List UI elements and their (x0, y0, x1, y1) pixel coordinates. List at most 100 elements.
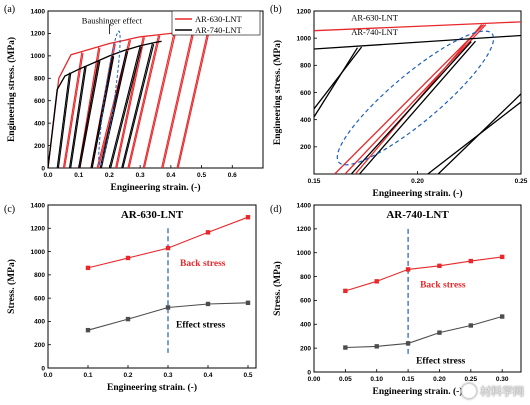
series-back-stress: Back stress (343, 254, 505, 294)
data-layer (314, 21, 521, 174)
panel-letter: (c) (4, 204, 15, 215)
x-tick-label: 0.10 (370, 376, 383, 383)
y-axis-label: Stress. (MPa) (272, 261, 283, 316)
y-axis-label: Stress. (MPa) (6, 259, 17, 314)
y-tick-label: 1000 (31, 249, 46, 256)
y-tick-label: 0 (41, 365, 45, 372)
cycle-unload-line (121, 43, 153, 169)
annotation-text: Baushinger effect (82, 15, 143, 25)
cycle-reload-line (64, 53, 84, 169)
x-tick-label: 0.2 (123, 372, 132, 379)
series-label: Effect stress (416, 356, 465, 366)
y-tick-label: 200 (300, 345, 311, 352)
panel-b: (b) 0.15 0.20 0.25 200 400 600 800 1000 1200 Engin… (270, 4, 528, 199)
series-line-ar-740-lnt (427, 101, 521, 174)
data-point (374, 279, 379, 284)
cycle-unload-line (56, 72, 71, 169)
y-tick-label: 0 (41, 165, 45, 172)
plot-frame (47, 204, 257, 369)
panel-letter: (a) (4, 4, 15, 15)
y-tick-label: 800 (34, 272, 45, 279)
x-tick-label: 0.1 (74, 172, 83, 179)
y-tick-label: 600 (34, 98, 45, 105)
x-tick-label: 0.4 (203, 372, 212, 379)
y-tick-label: 1000 (297, 250, 312, 257)
panel-letter: (d) (270, 204, 282, 215)
cycle-reload-line (57, 73, 72, 169)
series-effect-stress: Effect stress (85, 300, 251, 333)
x-tick-label: 0.2 (105, 172, 114, 179)
y-tick-label: 1400 (31, 202, 46, 209)
y-tick-label: 1400 (297, 202, 312, 209)
x-tick-label: 0.30 (496, 376, 509, 383)
cycle-reload-line (177, 32, 210, 169)
cycle-reload-line (70, 66, 87, 169)
series-back-stress: Back stress (85, 215, 251, 271)
y-axis-label: Engineering stress. (MPa) (6, 37, 17, 142)
x-axis-label: Engineering strain. (-) (107, 382, 197, 393)
data-point (405, 267, 411, 272)
y-axis-label: Engineering stress. (MPa) (272, 40, 283, 145)
x-tick-label: 0.0 (43, 372, 52, 379)
data-point (125, 255, 131, 261)
y-tick-label: 200 (34, 143, 45, 150)
y-tick-label: 1400 (31, 8, 46, 15)
x-tick-label: 0.25 (515, 178, 528, 185)
legend-label: AR-740-LNT (195, 25, 243, 35)
data-point (468, 323, 474, 328)
cycle-unload-line (142, 33, 175, 169)
series-line-ar-740-lnt (314, 34, 521, 50)
watermark-text: 材料学网 (480, 385, 524, 398)
plot-frame (313, 204, 522, 373)
plot-frame (313, 10, 522, 175)
y-tick-label: 800 (300, 274, 311, 281)
series-label: Effect stress (176, 320, 225, 330)
series-ar-740-lnt (47, 40, 162, 169)
cycle-unload-line (90, 55, 114, 169)
cycle-unload-line (108, 46, 141, 169)
x-tick-label: 0.5 (243, 372, 252, 379)
x-tick-label: 0.4 (166, 172, 175, 179)
data-point (85, 265, 91, 271)
y-tick-label: 1000 (31, 53, 46, 60)
series-effect-stress: Effect stress (343, 314, 505, 366)
x-tick-label: 0.6 (228, 172, 237, 179)
data-point (165, 245, 171, 251)
data-point (437, 263, 442, 269)
data-point (245, 300, 251, 305)
cycle-reload-line (162, 32, 195, 169)
legend-box (171, 10, 261, 36)
data-point (343, 288, 348, 294)
x-tick-label: 0.05 (339, 376, 352, 383)
y-tick-label: 600 (300, 90, 311, 97)
cycle-reload-line (79, 60, 101, 169)
x-tick-label: 0.5 (197, 172, 206, 179)
series-label: Back stress (180, 259, 226, 269)
data-point (405, 341, 411, 346)
data-point (205, 301, 211, 307)
x-tick-label: 0.0 (43, 172, 52, 179)
x-tick-label: 0.20 (411, 178, 424, 185)
series-label: AR-630-LNT (351, 13, 399, 23)
x-tick-label: 0.3 (136, 172, 145, 179)
y-tick-label: 400 (300, 117, 311, 124)
x-axis-label: Engineering strain. (-) (373, 188, 463, 199)
series-line-ar-740-lnt (314, 47, 359, 118)
chart-title: AR-740-LNT (386, 209, 449, 221)
data-point (125, 316, 131, 322)
series-line-ar-630-lnt (334, 24, 485, 174)
data-point (499, 314, 505, 319)
y-tick-label: 600 (34, 295, 45, 302)
data-point (343, 345, 348, 350)
y-tick-label: 400 (34, 120, 45, 127)
plot-frame (47, 10, 264, 169)
x-axis-label: Engineering strain. (-) (111, 182, 201, 193)
panel-a: (a) 0.0 0.1 0.2 0.3 0.4 0.5 0.6 0 200 400 600 800 100… (4, 4, 264, 193)
y-tick-label: 1200 (297, 226, 312, 233)
y-tick-label: 800 (34, 76, 45, 83)
x-tick-label: 0.00 (308, 376, 321, 383)
cycle-reload-line (100, 51, 129, 169)
series-envelope-line (47, 40, 162, 169)
cycle-reload-line (110, 46, 142, 169)
